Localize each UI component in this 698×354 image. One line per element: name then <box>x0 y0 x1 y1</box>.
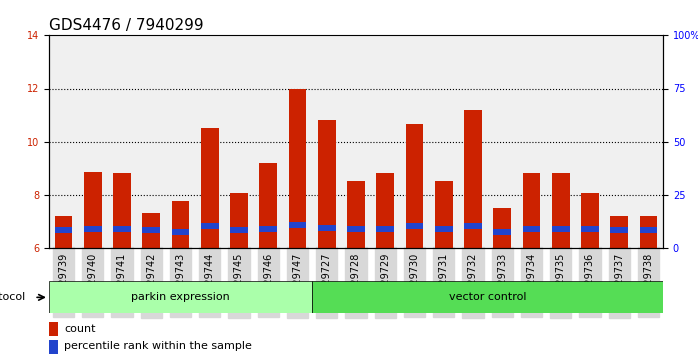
Bar <box>142 213 160 248</box>
Bar <box>201 128 218 248</box>
Bar <box>347 181 365 248</box>
Bar <box>54 216 73 248</box>
Bar <box>49 322 58 336</box>
Bar <box>172 229 189 234</box>
Bar <box>435 226 452 232</box>
Bar <box>464 223 482 229</box>
Bar <box>435 181 452 248</box>
Bar <box>552 173 570 248</box>
Bar <box>113 226 131 232</box>
Bar <box>142 227 160 233</box>
Bar <box>318 120 336 248</box>
Bar <box>611 216 628 248</box>
Bar <box>54 227 73 233</box>
Bar <box>523 173 540 248</box>
Bar <box>84 172 101 248</box>
Bar <box>464 110 482 248</box>
Bar <box>639 227 658 233</box>
Bar <box>639 216 658 248</box>
Bar <box>230 193 248 248</box>
Bar <box>376 173 394 248</box>
Bar <box>201 223 218 229</box>
Bar <box>523 226 540 232</box>
Text: GDS4476 / 7940299: GDS4476 / 7940299 <box>49 18 204 33</box>
FancyBboxPatch shape <box>49 281 312 313</box>
FancyBboxPatch shape <box>312 281 663 313</box>
Bar <box>493 229 511 234</box>
Bar <box>318 225 336 230</box>
Text: parkin expression: parkin expression <box>131 292 230 302</box>
Bar <box>347 226 365 232</box>
Bar <box>49 340 58 354</box>
Bar <box>552 226 570 232</box>
Bar <box>406 223 423 229</box>
Bar <box>581 226 599 232</box>
Bar <box>260 163 277 248</box>
Bar <box>581 193 599 248</box>
Bar <box>376 226 394 232</box>
Bar <box>260 226 277 232</box>
Bar <box>289 222 306 228</box>
Bar <box>230 227 248 233</box>
Bar <box>493 208 511 248</box>
Bar <box>289 88 306 248</box>
Bar <box>84 226 101 232</box>
Text: vector control: vector control <box>449 292 526 302</box>
Bar <box>406 124 423 248</box>
Text: percentile rank within the sample: percentile rank within the sample <box>64 341 252 351</box>
Bar <box>113 173 131 248</box>
Bar <box>611 227 628 233</box>
Bar <box>172 201 189 248</box>
Text: count: count <box>64 324 96 333</box>
Text: protocol: protocol <box>0 292 25 302</box>
